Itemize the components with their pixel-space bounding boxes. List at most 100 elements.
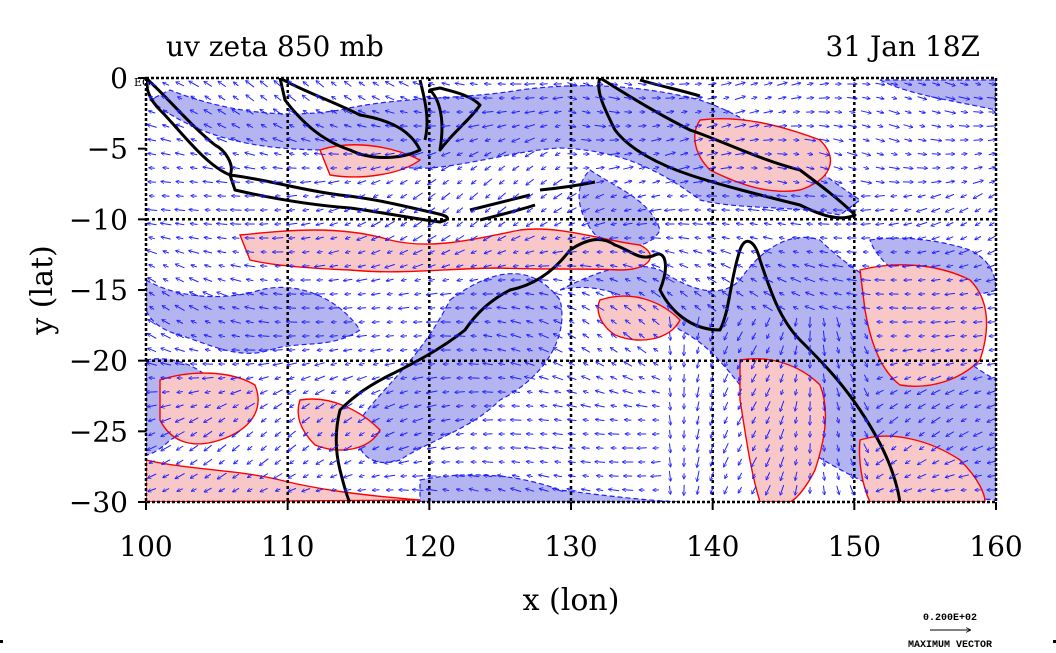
wind-vector — [849, 181, 855, 182]
wind-vector — [247, 124, 254, 129]
wind-vector — [763, 83, 772, 85]
wind-vector — [231, 279, 242, 282]
wind-vector — [176, 223, 185, 224]
wind-vector — [567, 96, 577, 100]
wind-vector — [568, 192, 577, 198]
wind-vector — [668, 196, 673, 197]
wind-vector — [553, 97, 563, 98]
wind-vector — [877, 238, 884, 239]
wind-vector — [777, 196, 788, 197]
wind-vector — [679, 139, 688, 142]
wind-vector — [149, 97, 155, 99]
wind-vector — [695, 265, 702, 268]
wind-vector — [302, 237, 311, 239]
wind-vector — [176, 182, 184, 183]
wind-vector — [818, 98, 829, 99]
wind-vector — [777, 83, 787, 86]
wind-vector — [401, 179, 408, 184]
wind-vector — [988, 83, 995, 84]
wind-vector — [514, 251, 519, 253]
wind-vector — [961, 490, 967, 491]
wind-vector — [232, 110, 241, 115]
wind-vector — [498, 235, 507, 240]
wind-vector — [275, 153, 282, 155]
wind-vector — [148, 153, 157, 154]
wind-vector — [164, 265, 169, 267]
wind-vector — [903, 168, 912, 169]
wind-vector — [218, 124, 227, 129]
wind-vector — [961, 154, 966, 155]
wind-vector — [486, 207, 491, 212]
wind-vector — [429, 166, 436, 170]
wind-vector — [345, 181, 351, 182]
wind-vector — [706, 153, 718, 156]
wind-vector — [469, 125, 480, 127]
wind-vector — [514, 223, 519, 226]
wind-vector — [889, 266, 899, 267]
wind-vector — [485, 221, 492, 227]
wind-vector — [695, 238, 701, 239]
wind-vector — [161, 182, 171, 183]
wind-vector — [961, 236, 968, 240]
wind-vector — [875, 167, 884, 169]
wind-vector — [246, 95, 255, 102]
wind-vector — [567, 154, 577, 155]
wind-vector — [163, 125, 170, 127]
wind-vector — [541, 434, 548, 435]
wind-vector — [471, 235, 478, 240]
wind-vector — [344, 279, 353, 280]
wind-vector — [569, 223, 576, 225]
wind-vector — [778, 223, 786, 224]
wind-vector — [512, 111, 521, 112]
wind-vector — [734, 96, 745, 101]
wind-vector — [401, 167, 408, 169]
wind-vector — [400, 207, 408, 213]
wind-vector — [931, 181, 940, 182]
wind-vector — [554, 207, 563, 213]
wind-vector — [232, 182, 240, 183]
wind-vector — [498, 392, 506, 393]
wind-vector — [444, 221, 449, 225]
wind-vector — [975, 207, 981, 211]
wind-vector — [847, 98, 857, 99]
wind-vector — [484, 265, 492, 267]
wind-vector — [329, 154, 339, 155]
wind-vector — [401, 265, 408, 267]
wind-vector — [723, 224, 730, 225]
wind-vector — [608, 96, 620, 99]
wind-vector — [793, 237, 800, 238]
wind-vector — [749, 182, 759, 183]
wind-vector — [750, 83, 758, 85]
wind-vector — [359, 194, 366, 198]
wind-vector — [720, 167, 732, 168]
wind-vector — [484, 178, 493, 185]
wind-vector — [415, 140, 421, 141]
wind-vector — [161, 237, 171, 239]
wind-vector — [261, 139, 268, 142]
wind-vector — [553, 251, 564, 253]
wind-vector — [653, 153, 658, 154]
wind-vector — [833, 265, 844, 267]
wind-vector — [539, 111, 549, 113]
wind-vector — [708, 237, 717, 239]
wind-vector — [595, 222, 606, 226]
wind-vector — [372, 249, 381, 253]
wind-vector — [818, 152, 829, 156]
wind-vector — [177, 139, 184, 141]
wind-vector — [245, 265, 256, 267]
wind-vector — [819, 265, 829, 267]
wind-vector — [820, 167, 828, 169]
wind-vector — [217, 181, 228, 182]
wind-vector — [764, 125, 772, 126]
wind-vector — [904, 139, 911, 141]
wind-vector — [288, 81, 296, 88]
wind-vector — [610, 181, 617, 183]
wind-vector — [694, 251, 703, 254]
wind-vector — [693, 181, 702, 183]
wind-vector — [191, 265, 197, 267]
wind-vector — [638, 167, 645, 169]
wind-vector — [694, 125, 701, 127]
wind-vector — [766, 265, 771, 267]
wind-vector — [205, 265, 212, 267]
wind-vector — [876, 294, 884, 295]
